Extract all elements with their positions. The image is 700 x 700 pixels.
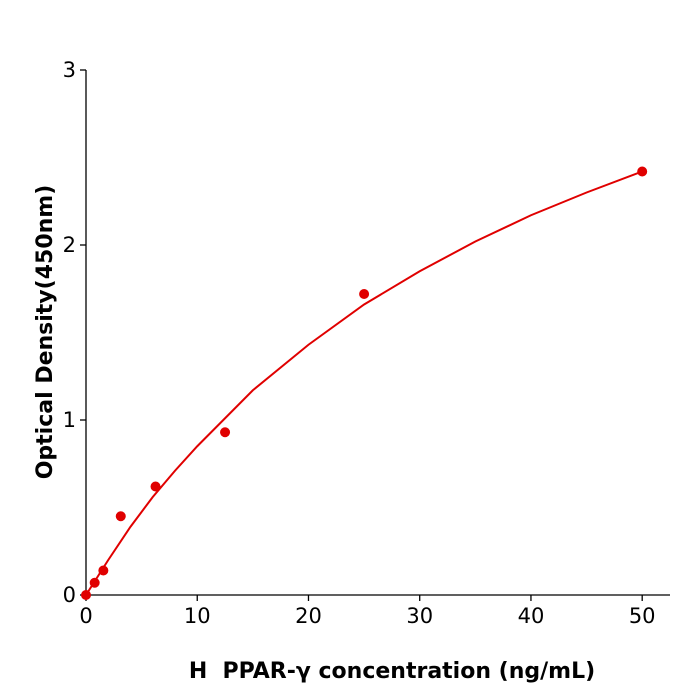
x-tick-label: 30 [406, 604, 433, 628]
y-tick-label: 2 [63, 233, 76, 257]
x-tick-label: 0 [79, 604, 92, 628]
data-point [81, 590, 91, 600]
data-point [89, 577, 100, 588]
y-tick-label: 1 [63, 408, 76, 432]
data-point [359, 289, 370, 299]
x-tick-label: 50 [629, 604, 656, 628]
fit-curve [85, 170, 643, 596]
x-tick-label: 20 [295, 604, 322, 628]
y-tick-label: 3 [63, 58, 76, 82]
y-tick-label: 0 [63, 583, 76, 607]
data-point [115, 511, 126, 522]
x-axis-label: H PPAR-γ concentration (ng/mL) [189, 659, 595, 684]
x-tick-label: 40 [518, 604, 545, 628]
data-point [220, 427, 231, 438]
data-point [637, 166, 648, 177]
data-point [150, 481, 161, 492]
data-point [98, 565, 109, 576]
y-axis-label: Optical Density(450nm) [33, 185, 58, 480]
x-tick-label: 10 [184, 604, 211, 628]
